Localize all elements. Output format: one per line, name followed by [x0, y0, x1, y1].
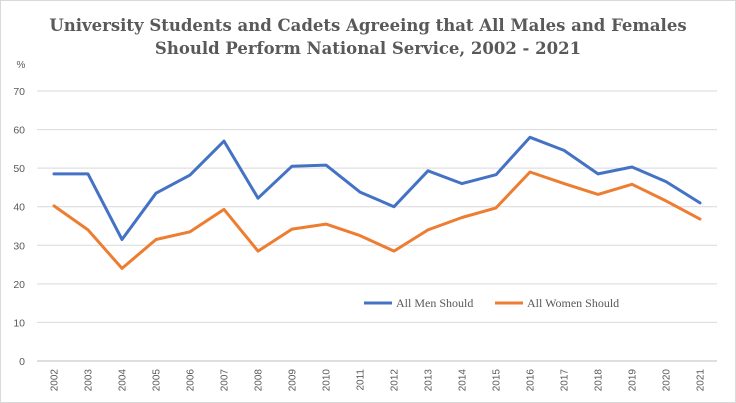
- x-tick-label: 2010: [322, 369, 333, 392]
- data-point: [222, 208, 226, 211]
- y-tick-label: 60: [13, 125, 25, 137]
- x-tick-label: 2007: [220, 369, 231, 392]
- data-point: [528, 136, 532, 139]
- data-point: [562, 182, 566, 185]
- data-point: [664, 199, 668, 203]
- x-tick-label: 2004: [118, 369, 129, 392]
- x-tick-label: 2018: [594, 369, 605, 392]
- x-tick-label: 2012: [390, 369, 401, 392]
- data-point: [358, 234, 362, 237]
- data-point: [596, 193, 600, 196]
- data-point: [324, 222, 328, 226]
- data-point: [698, 201, 702, 205]
- data-point: [392, 249, 396, 253]
- series-line-all-men: [52, 135, 702, 241]
- x-tick-label: 2016: [526, 369, 537, 392]
- x-tick-label: 2011: [356, 369, 367, 391]
- x-tick-label: 2014: [458, 369, 469, 392]
- legend: All Men Should All Women Should: [364, 296, 619, 310]
- y-tick-label: 50: [13, 163, 25, 175]
- y-tick-label: 40: [13, 202, 25, 214]
- data-point: [188, 230, 192, 233]
- data-point: [392, 205, 396, 208]
- x-tick-label: 2003: [84, 369, 95, 392]
- x-tick-label: 2019: [628, 369, 639, 392]
- data-point: [630, 165, 634, 169]
- data-point: [52, 204, 56, 208]
- x-tick-label: 2013: [424, 369, 435, 392]
- data-point: [460, 182, 464, 185]
- y-tick-label: 20: [13, 279, 25, 291]
- x-tick-label: 2020: [662, 369, 673, 392]
- gridlines: [37, 90, 717, 362]
- x-tick-label: 2006: [186, 369, 197, 392]
- y-tick-label: 0: [19, 356, 25, 368]
- x-tick-label: 2002: [50, 369, 61, 392]
- series-line-all-women: [52, 170, 702, 270]
- data-point: [86, 172, 90, 176]
- y-tick-label: 70: [13, 86, 25, 98]
- data-point: [494, 206, 498, 210]
- data-point: [290, 227, 294, 231]
- legend-label-all-women: All Women Should: [527, 296, 619, 310]
- chart-title-line-1: University Students and Cadets Agreeing …: [49, 16, 686, 35]
- data-point: [426, 228, 430, 232]
- x-tick-label: 2021: [696, 369, 707, 392]
- data-point: [52, 172, 56, 176]
- data-point: [188, 173, 192, 177]
- series-lines: [52, 135, 702, 270]
- x-tick-label: 2015: [492, 369, 503, 392]
- data-point: [290, 165, 294, 168]
- x-tick-label: 2017: [560, 369, 571, 392]
- data-point: [120, 267, 124, 270]
- data-point: [256, 197, 260, 200]
- y-axis-label: %: [17, 60, 26, 71]
- data-point: [426, 169, 430, 173]
- data-point: [154, 238, 158, 241]
- data-point: [86, 228, 90, 232]
- x-tick-label: 2009: [288, 369, 299, 392]
- data-point: [528, 170, 532, 174]
- x-tick-label: 2005: [152, 369, 163, 392]
- data-point: [154, 192, 158, 195]
- data-point: [596, 172, 600, 176]
- y-tick-label: 10: [13, 317, 25, 329]
- data-point: [664, 180, 668, 183]
- data-point: [120, 238, 124, 241]
- y-tick-labels: 0 10 20 30 40 50 60 70: [13, 86, 25, 368]
- data-point: [562, 149, 566, 152]
- data-point: [698, 217, 702, 221]
- data-point: [630, 183, 634, 186]
- data-point: [324, 163, 328, 167]
- chart-title-line-2: Should Perform National Service, 2002 - …: [155, 39, 581, 58]
- data-point: [222, 139, 226, 143]
- data-point: [494, 173, 498, 176]
- x-tick-labels: 2002 2003 2004 2005 2006 2007 2008 2009 2010 2011…: [50, 369, 707, 392]
- data-point: [256, 249, 260, 253]
- y-tick-label: 30: [13, 240, 25, 252]
- legend-label-all-men: All Men Should: [396, 296, 473, 310]
- data-point: [358, 190, 362, 194]
- x-tick-label: 2008: [254, 369, 265, 392]
- data-point: [460, 216, 464, 219]
